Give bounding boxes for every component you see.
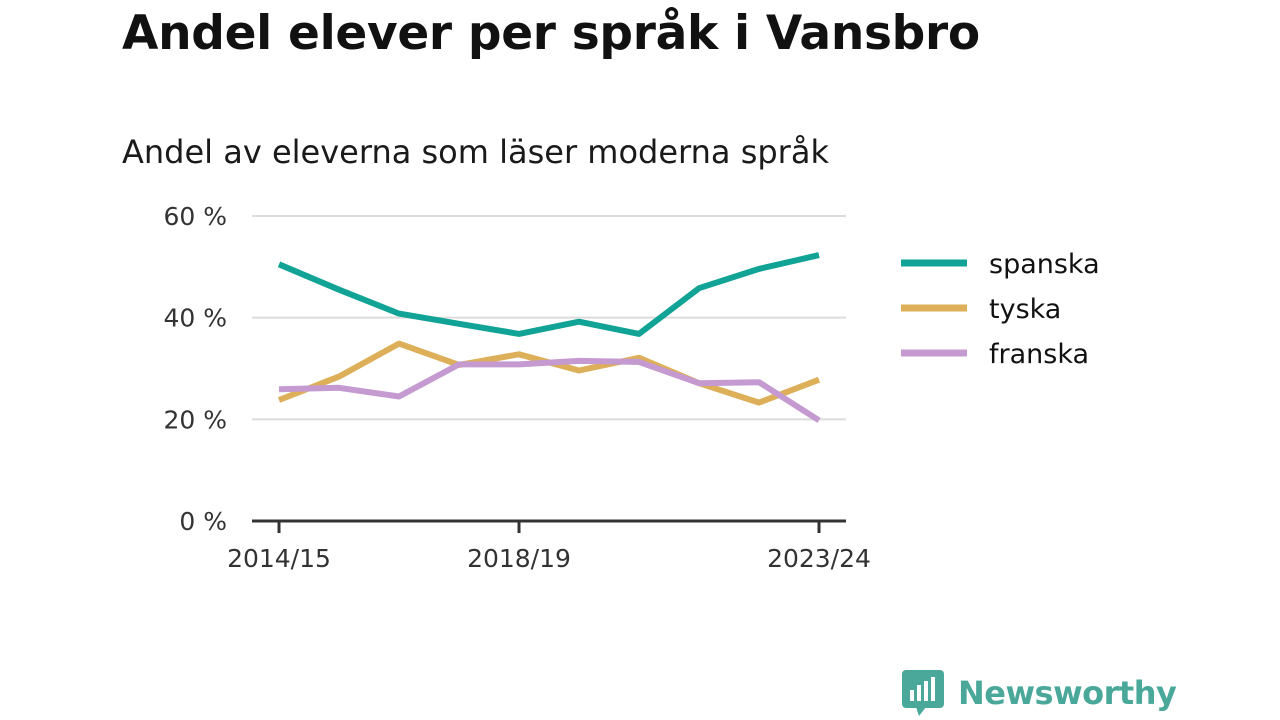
y-tick-label: 20 % (163, 405, 227, 434)
chart-subtitle: Andel av eleverna som läser moderna språ… (122, 133, 829, 171)
x-axis: 2014/15 2018/19 2023/24 (227, 519, 871, 573)
series-line-franska (278, 357, 821, 423)
bar-chart-speech-bubble-icon (902, 670, 944, 716)
grid-lines (252, 215, 846, 421)
series-lines (277, 252, 821, 423)
legend-label-tyska: tyska (989, 294, 1061, 325)
legend: spanska tyska franska (901, 249, 1100, 370)
newsworthy-logo: Newsworthy (902, 670, 1177, 716)
series-line-spanska (277, 252, 820, 337)
x-tick-label: 2014/15 (227, 544, 331, 573)
y-axis-ticks: 0 % 20 % 40 % 60 % (163, 202, 227, 536)
brand-name: Newsworthy (958, 674, 1177, 712)
legend-label-spanska: spanska (989, 249, 1100, 280)
legend-label-franska: franska (989, 339, 1089, 370)
x-tick-label: 2018/19 (467, 544, 571, 573)
y-tick-label: 60 % (163, 202, 227, 231)
chart-title: Andel elever per språk i Vansbro (122, 6, 980, 61)
line-chart: 0 % 20 % 40 % 60 % 2014/15 2018/19 2023/24 sp… (163, 202, 1100, 573)
x-tick-label: 2023/24 (767, 544, 871, 573)
y-tick-label: 0 % (179, 507, 227, 536)
y-tick-label: 40 % (163, 304, 227, 333)
